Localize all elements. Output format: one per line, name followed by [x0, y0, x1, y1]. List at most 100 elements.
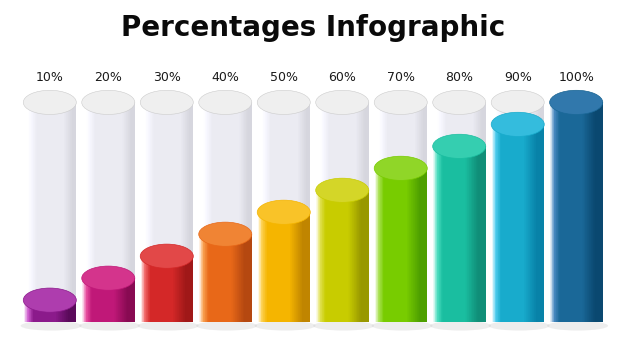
Bar — [435, 146, 436, 322]
Bar — [392, 168, 393, 322]
Bar — [142, 102, 143, 322]
Bar — [343, 190, 344, 322]
Bar — [390, 168, 391, 322]
Bar — [238, 102, 239, 322]
Bar — [46, 300, 47, 322]
Bar — [238, 234, 239, 322]
Text: 20%: 20% — [95, 71, 122, 84]
Bar — [108, 278, 109, 322]
Bar — [468, 102, 469, 322]
Bar — [575, 102, 576, 322]
Bar — [331, 190, 332, 322]
Bar — [223, 234, 224, 322]
Bar — [268, 102, 269, 322]
Bar — [181, 102, 182, 322]
Bar — [586, 102, 587, 322]
Bar — [450, 146, 451, 322]
Bar — [582, 102, 583, 322]
Bar — [360, 102, 361, 322]
Bar — [57, 300, 58, 322]
Bar — [42, 102, 43, 322]
Bar — [458, 102, 459, 322]
Bar — [587, 102, 588, 322]
Bar — [500, 124, 501, 322]
Bar — [156, 102, 157, 322]
Bar — [363, 190, 364, 322]
Bar — [471, 146, 472, 322]
Bar — [222, 234, 223, 322]
Bar — [160, 102, 161, 322]
Bar — [585, 102, 586, 322]
Bar — [468, 146, 469, 322]
Bar — [109, 278, 110, 322]
Bar — [572, 102, 573, 322]
Bar — [245, 102, 246, 322]
Bar — [28, 102, 29, 322]
Text: 90%: 90% — [504, 71, 531, 84]
Bar — [291, 212, 292, 322]
Bar — [166, 256, 167, 322]
Bar — [321, 190, 322, 322]
Bar — [31, 300, 32, 322]
Bar — [68, 300, 69, 322]
Bar — [423, 168, 424, 322]
Bar — [247, 234, 248, 322]
Bar — [341, 102, 342, 322]
Bar — [397, 168, 398, 322]
Bar — [342, 190, 343, 322]
Bar — [157, 102, 158, 322]
Bar — [265, 212, 266, 322]
Bar — [420, 102, 421, 322]
Bar — [442, 146, 443, 322]
Bar — [384, 102, 385, 322]
Bar — [365, 102, 366, 322]
Bar — [515, 102, 516, 322]
Bar — [221, 234, 222, 322]
Bar — [438, 146, 439, 322]
Bar — [355, 102, 356, 322]
Bar — [379, 168, 380, 322]
Bar — [336, 102, 337, 322]
Bar — [246, 234, 247, 322]
Bar — [104, 278, 105, 322]
Bar — [332, 190, 333, 322]
Bar — [189, 102, 190, 322]
Bar — [233, 234, 234, 322]
Bar — [261, 212, 262, 322]
Bar — [41, 300, 42, 322]
Bar — [450, 102, 451, 322]
Bar — [383, 102, 384, 322]
Bar — [83, 278, 84, 322]
Bar — [577, 102, 578, 322]
Bar — [90, 102, 91, 322]
Bar — [33, 102, 34, 322]
Bar — [415, 102, 416, 322]
Bar — [134, 102, 135, 322]
Bar — [208, 102, 209, 322]
Bar — [594, 102, 595, 322]
Bar — [389, 102, 390, 322]
Bar — [308, 102, 309, 322]
Bar — [417, 168, 418, 322]
Bar — [511, 102, 513, 322]
Bar — [347, 102, 348, 322]
Bar — [436, 146, 437, 322]
Bar — [91, 102, 93, 322]
Bar — [33, 300, 34, 322]
Bar — [43, 102, 44, 322]
Bar — [571, 102, 572, 322]
Bar — [297, 212, 298, 322]
Bar — [452, 146, 453, 322]
Bar — [317, 190, 318, 322]
Bar — [282, 212, 283, 322]
Ellipse shape — [550, 90, 603, 114]
Bar — [246, 102, 247, 322]
Bar — [439, 102, 440, 322]
Bar — [325, 190, 326, 322]
Bar — [573, 102, 574, 322]
Bar — [276, 102, 277, 322]
Bar — [600, 102, 601, 322]
Bar — [155, 102, 156, 322]
Bar — [40, 300, 41, 322]
Bar — [87, 278, 88, 322]
